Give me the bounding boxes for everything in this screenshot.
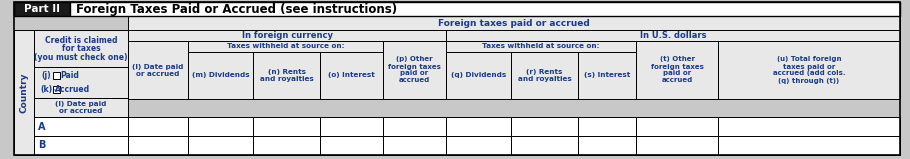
Text: (you must check one): (you must check one) xyxy=(35,52,127,62)
Text: (l) Date paid
or accrued: (l) Date paid or accrued xyxy=(56,101,106,114)
Bar xyxy=(578,52,636,99)
Bar xyxy=(53,86,60,93)
Bar xyxy=(188,117,253,136)
Text: ✓: ✓ xyxy=(53,85,60,94)
Bar xyxy=(128,136,188,155)
Text: (o) Interest: (o) Interest xyxy=(329,73,375,79)
Text: (n) Rents
and royalties: (n) Rents and royalties xyxy=(259,69,313,82)
Text: Part II: Part II xyxy=(24,4,60,14)
Bar xyxy=(128,117,188,136)
Bar xyxy=(70,2,900,16)
Bar xyxy=(253,136,320,155)
Text: Credit is claimed: Credit is claimed xyxy=(45,36,117,45)
Bar xyxy=(446,117,511,136)
Text: (l) Date paid
or accrued: (l) Date paid or accrued xyxy=(132,63,184,76)
Bar xyxy=(128,41,188,99)
Bar xyxy=(188,52,253,99)
Bar xyxy=(34,136,128,155)
Bar xyxy=(188,136,253,155)
Bar xyxy=(446,41,636,52)
Bar xyxy=(511,52,578,99)
Bar xyxy=(34,67,128,98)
Bar xyxy=(253,117,320,136)
Bar xyxy=(188,41,383,52)
Bar xyxy=(383,136,446,155)
Bar xyxy=(511,136,578,155)
Text: A: A xyxy=(38,121,46,131)
Bar xyxy=(128,16,900,30)
Text: (j): (j) xyxy=(41,71,51,80)
Bar xyxy=(636,41,718,99)
Text: (k): (k) xyxy=(40,85,52,94)
Bar xyxy=(578,136,636,155)
Text: (m) Dividends: (m) Dividends xyxy=(192,73,249,79)
Bar xyxy=(446,52,511,99)
Bar xyxy=(636,117,718,136)
Text: (r) Rents
and royalties: (r) Rents and royalties xyxy=(518,69,571,82)
Bar xyxy=(718,136,900,155)
Bar xyxy=(718,41,900,99)
Text: Paid: Paid xyxy=(61,71,79,80)
Text: Accrued: Accrued xyxy=(56,85,91,94)
Text: (s) Interest: (s) Interest xyxy=(584,73,630,79)
Text: Country: Country xyxy=(19,72,28,113)
Text: B: B xyxy=(38,141,46,151)
Text: Foreign Taxes Paid or Accrued (see instructions): Foreign Taxes Paid or Accrued (see instr… xyxy=(76,3,397,15)
Bar xyxy=(446,136,511,155)
Text: (u) Total foreign
taxes paid or
accrued (add cols.
(q) through (t)): (u) Total foreign taxes paid or accrued … xyxy=(773,56,845,83)
Text: for taxes: for taxes xyxy=(62,44,100,53)
Bar xyxy=(718,117,900,136)
Bar xyxy=(34,98,128,117)
Bar xyxy=(14,2,70,16)
Bar xyxy=(253,52,320,99)
Bar xyxy=(320,52,383,99)
Text: In U.S. dollars: In U.S. dollars xyxy=(640,31,706,40)
Bar xyxy=(14,30,34,155)
Bar xyxy=(636,136,718,155)
Bar xyxy=(446,30,900,41)
Bar xyxy=(383,41,446,99)
Bar xyxy=(53,72,60,79)
Text: (p) Other
foreign taxes
paid or
accrued: (p) Other foreign taxes paid or accrued xyxy=(388,56,441,83)
Text: In foreign currency: In foreign currency xyxy=(241,31,332,40)
Text: Foreign taxes paid or accrued: Foreign taxes paid or accrued xyxy=(438,18,590,28)
Bar xyxy=(320,117,383,136)
Text: (t) Other
foreign taxes
paid or
accrued: (t) Other foreign taxes paid or accrued xyxy=(651,56,703,83)
Bar xyxy=(511,117,578,136)
Bar xyxy=(128,30,446,41)
Bar xyxy=(34,117,128,136)
Bar xyxy=(578,117,636,136)
Bar xyxy=(34,30,128,67)
Text: Taxes withheld at source on:: Taxes withheld at source on: xyxy=(482,44,600,49)
Bar xyxy=(320,136,383,155)
Bar xyxy=(383,117,446,136)
Text: (q) Dividends: (q) Dividends xyxy=(450,73,506,79)
Text: Taxes withheld at source on:: Taxes withheld at source on: xyxy=(227,44,344,49)
